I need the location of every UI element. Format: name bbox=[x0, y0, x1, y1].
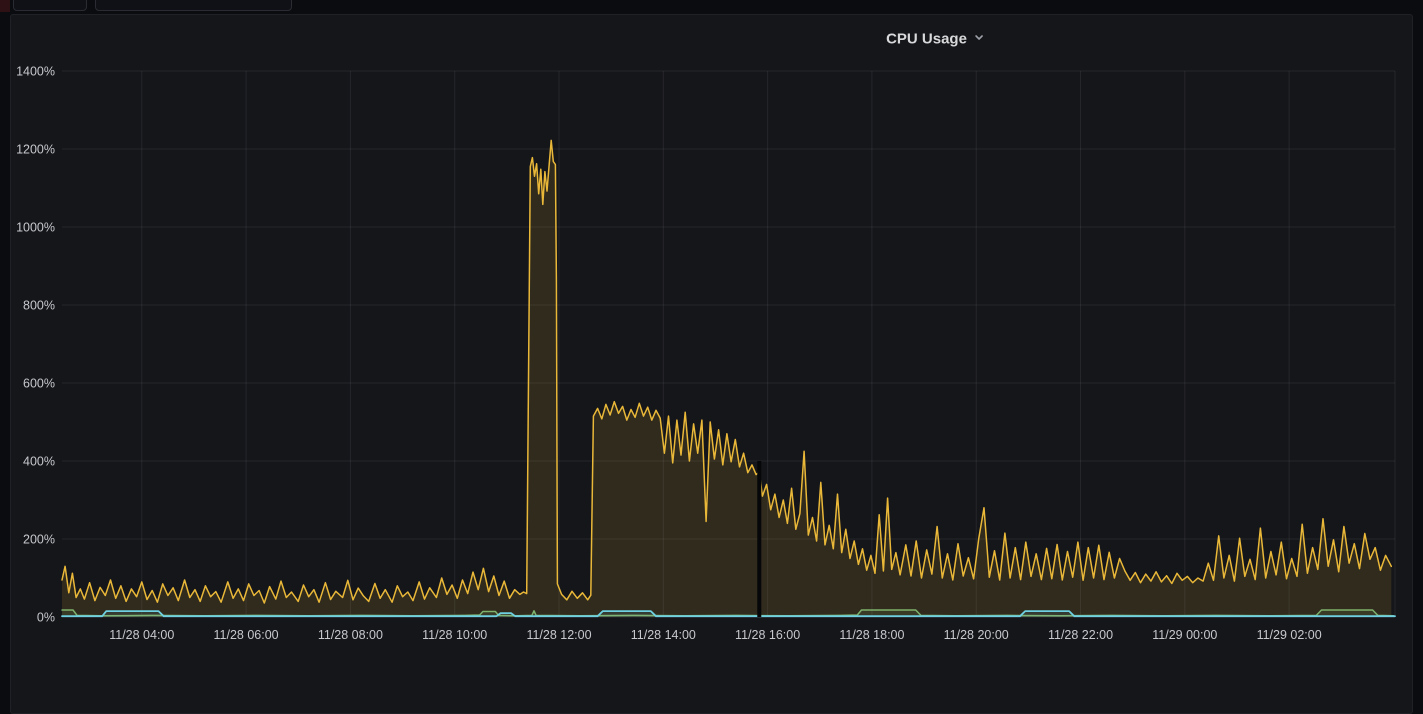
y-axis-tick-label: 1000% bbox=[16, 221, 55, 235]
series-area-cpu-cyan bbox=[62, 611, 1395, 617]
window-fragment-red bbox=[0, 0, 10, 12]
x-axis-tick-label: 11/28 22:00 bbox=[1048, 628, 1113, 642]
y-axis-tick-label: 200% bbox=[23, 533, 55, 547]
x-axis-tick-label: 11/29 00:00 bbox=[1152, 628, 1217, 642]
x-axis-tick-label: 11/28 20:00 bbox=[944, 628, 1009, 642]
chevron-down-icon bbox=[972, 31, 986, 48]
y-axis-tick-label: 0% bbox=[37, 611, 55, 625]
series-line-cpu-main bbox=[61, 139, 1393, 604]
x-axis-tick-label: 11/28 10:00 bbox=[422, 628, 487, 642]
x-axis-tick-label: 11/28 12:00 bbox=[526, 628, 591, 642]
x-axis-tick-label: 11/28 06:00 bbox=[214, 628, 279, 642]
y-axis-tick-label: 600% bbox=[23, 377, 55, 391]
x-axis-tick-label: 11/28 04:00 bbox=[109, 628, 174, 642]
toolbar-fragment-left[interactable] bbox=[13, 0, 87, 11]
x-axis-tick-label: 11/28 14:00 bbox=[631, 628, 696, 642]
series-area-cpu-main bbox=[62, 140, 1392, 617]
panel-title-label: CPU Usage bbox=[886, 30, 967, 48]
annotation-vline bbox=[757, 461, 762, 617]
panel-title[interactable]: CPU Usage bbox=[882, 29, 990, 50]
y-axis-tick-label: 1200% bbox=[16, 143, 55, 157]
y-axis-tick-label: 800% bbox=[23, 299, 55, 313]
series-line-cpu-cyan bbox=[61, 610, 1396, 618]
x-axis-tick-label: 11/28 16:00 bbox=[735, 628, 800, 642]
panel-header: CPU Usage bbox=[11, 15, 1412, 55]
x-axis-tick-label: 11/28 18:00 bbox=[839, 628, 904, 642]
y-axis-tick-label: 400% bbox=[23, 455, 55, 469]
cpu-usage-chart[interactable]: 0% 200% 400% 600% 800% 1000% 1200% 1400% 11/28 0… bbox=[0, 0, 1423, 656]
x-axis-tick-label: 11/28 08:00 bbox=[318, 628, 383, 642]
y-axis-tick-label: 1400% bbox=[16, 65, 55, 79]
x-axis-tick-label: 11/29 02:00 bbox=[1257, 628, 1322, 642]
toolbar-fragment-right[interactable] bbox=[95, 0, 292, 11]
